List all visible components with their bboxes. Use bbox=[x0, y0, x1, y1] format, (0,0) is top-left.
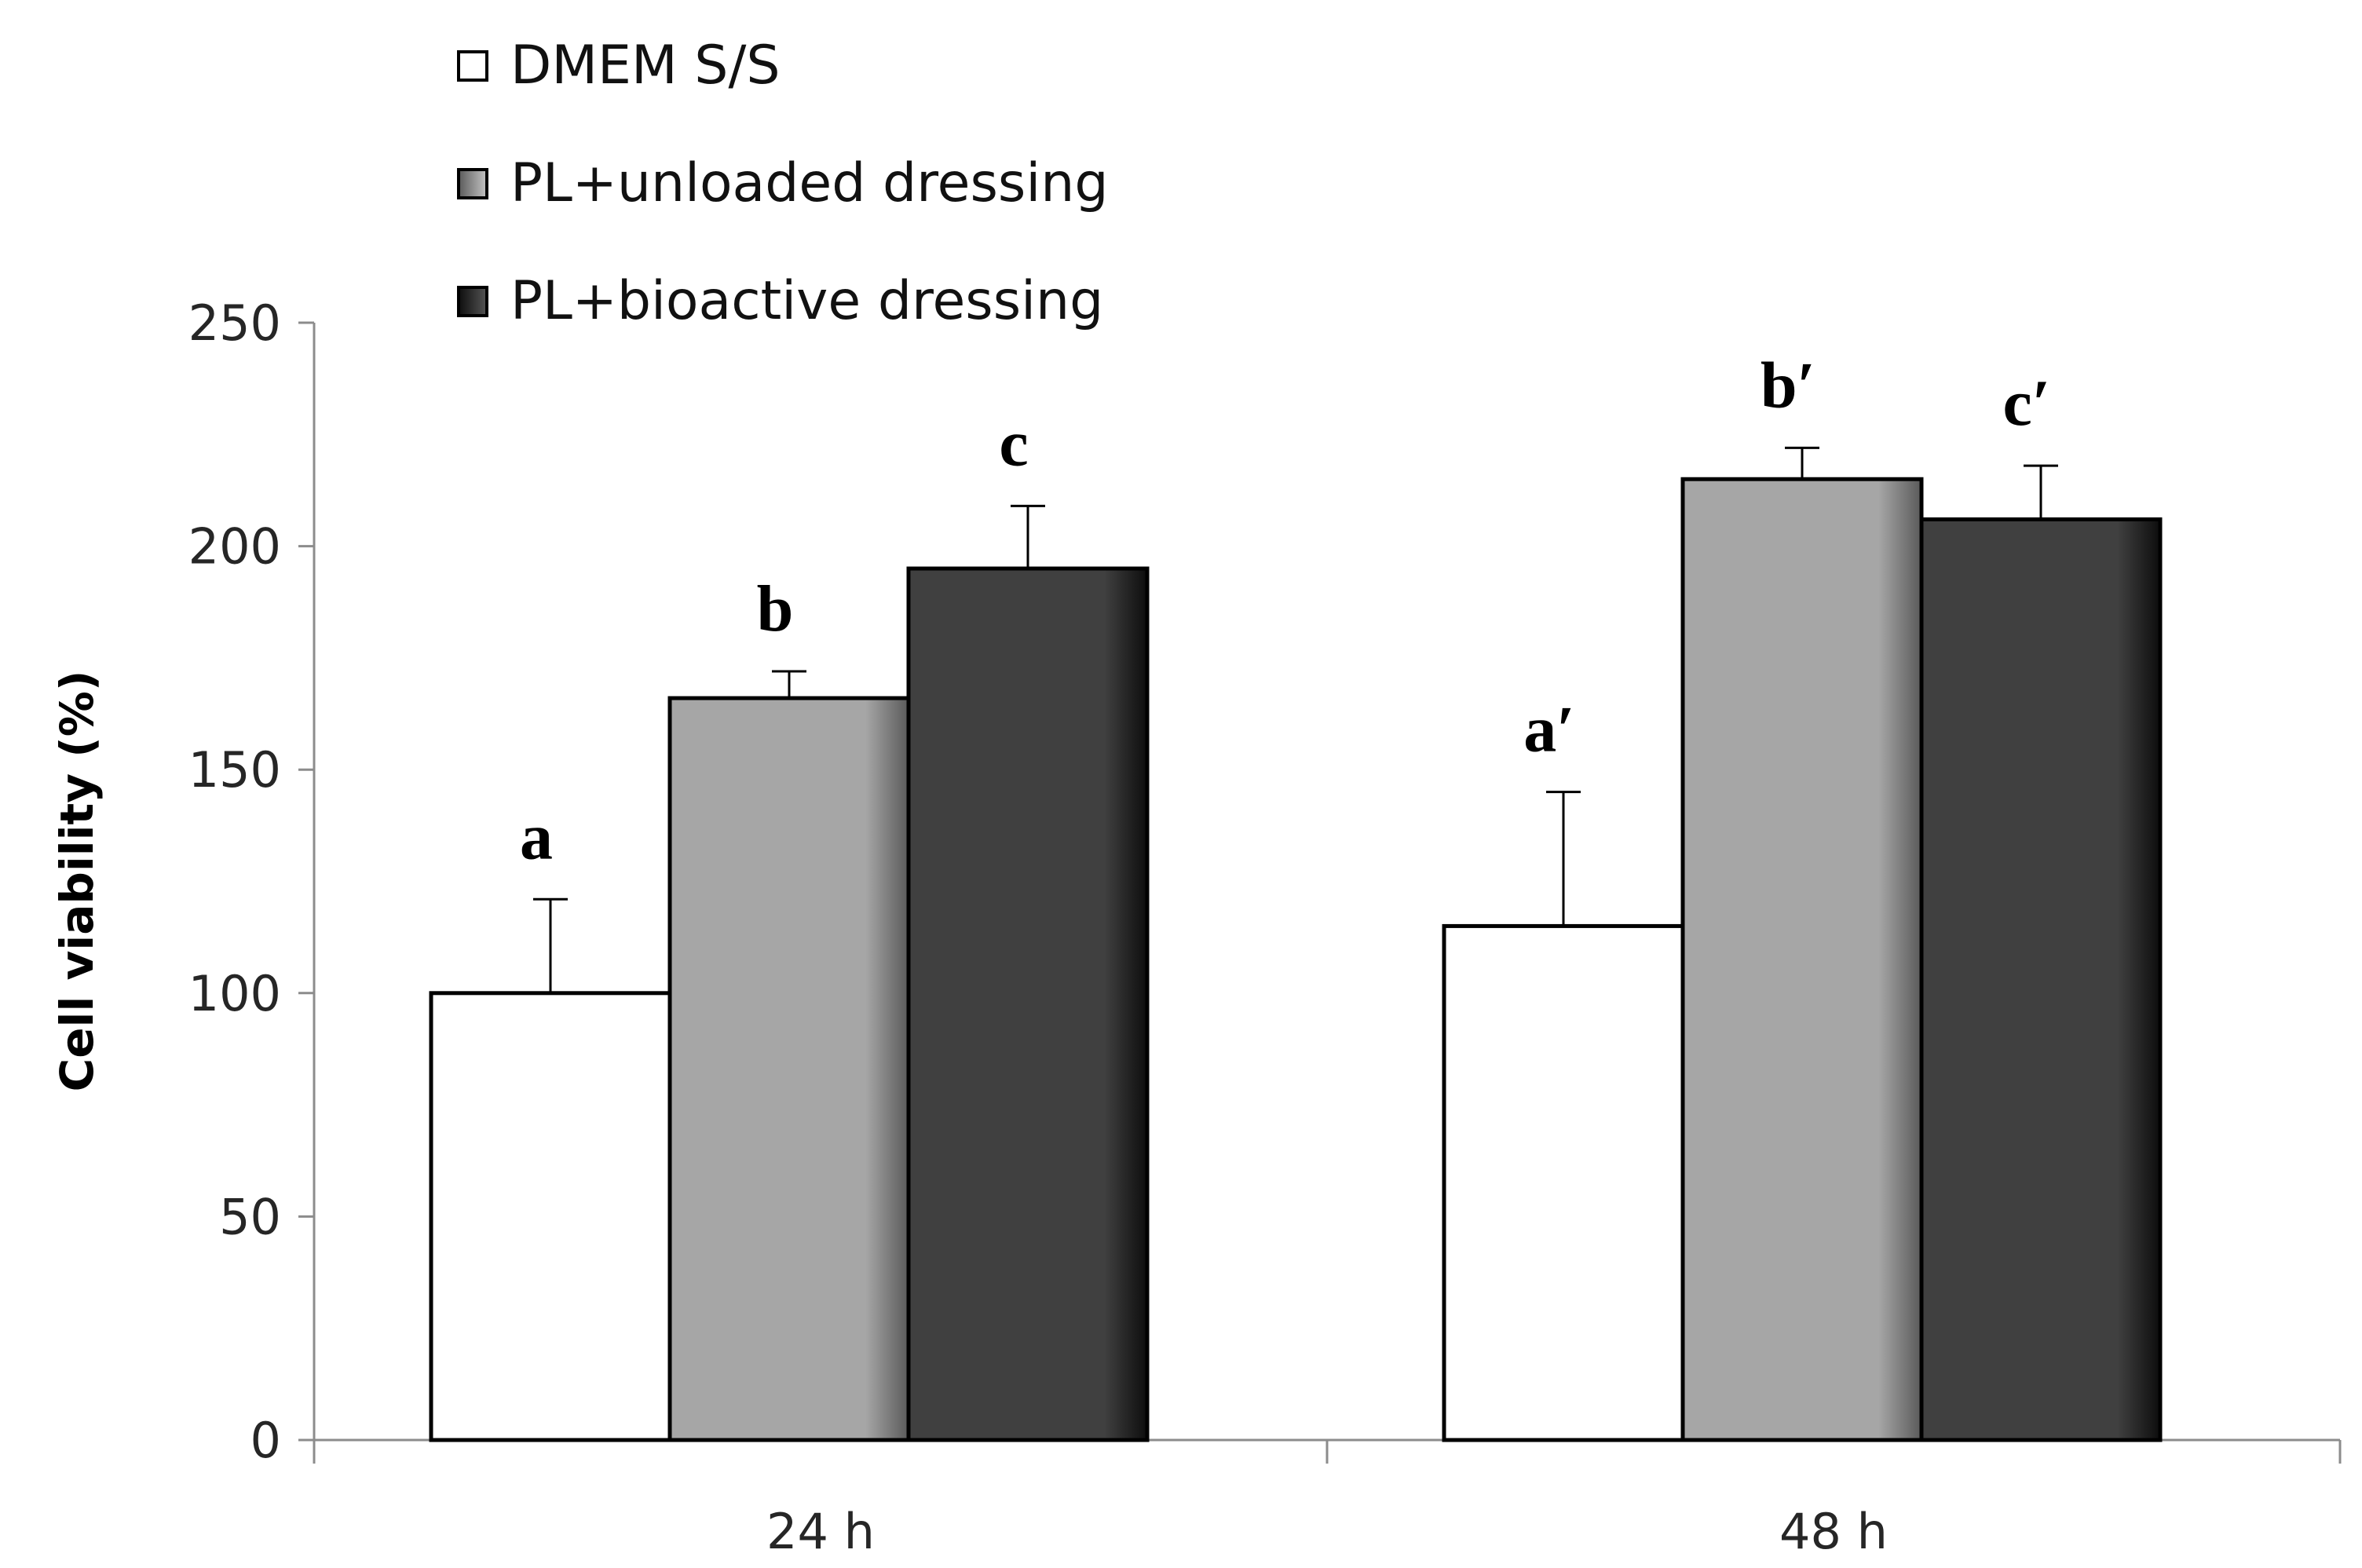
y-tick-label-50: 50 bbox=[219, 1188, 281, 1245]
bar-pl-unloaded-dressing-24h bbox=[667, 696, 911, 1442]
bars bbox=[429, 477, 2163, 1442]
error-bar-pl-unloaded-dressing-24h bbox=[772, 670, 806, 699]
error-bar-dmem-s-s-48h bbox=[1546, 791, 1581, 927]
axes: 0 50 100 150 200 250 24 h 48 h bbox=[188, 294, 2342, 1560]
legend: DMEM S/S PL+unloaded dressing PL+bioacti… bbox=[457, 35, 1108, 332]
bar-pl-bioactive-dressing-24h bbox=[906, 566, 1150, 1442]
legend-label-bioactive: PL+bioactive dressing bbox=[510, 270, 1103, 332]
legend-swatch-bioactive bbox=[457, 286, 488, 317]
legend-swatch-dmem bbox=[457, 50, 488, 82]
error-bar-pl-unloaded-dressing-48h bbox=[1785, 446, 1819, 480]
significance-labels: a b c a′ b′ c′ bbox=[520, 349, 2050, 873]
x-ticks: 24 h 48 h bbox=[313, 1440, 2342, 1560]
legend-swatch-unloaded bbox=[457, 168, 488, 199]
sig-label-pl-unloaded-dressing-48h: b′ bbox=[1761, 349, 1815, 422]
y-tick-label-100: 100 bbox=[188, 965, 281, 1022]
sig-label-dmem-s-s-24h: a bbox=[520, 800, 553, 873]
bar-dmem-s-s-24h bbox=[429, 991, 672, 1442]
x-tick-label-48-h: 48 h bbox=[1779, 1503, 1888, 1560]
error-bar-dmem-s-s-24h bbox=[533, 897, 568, 993]
bar-dmem-s-s-48h bbox=[1442, 923, 1685, 1442]
error-bar-pl-bioactive-dressing-24h bbox=[1011, 504, 1045, 569]
legend-label-unloaded: PL+unloaded dressing bbox=[510, 152, 1108, 214]
legend-item-bioactive: PL+bioactive dressing bbox=[457, 270, 1103, 332]
legend-label-dmem: DMEM S/S bbox=[510, 35, 781, 97]
y-tick-label-200: 200 bbox=[188, 518, 281, 576]
y-tick-label-250: 250 bbox=[188, 294, 281, 352]
x-tick-label-24-h: 24 h bbox=[766, 1503, 875, 1560]
legend-item-dmem: DMEM S/S bbox=[457, 35, 781, 97]
bar-pl-bioactive-dressing-48h bbox=[1919, 517, 2163, 1442]
y-tick-label-0: 0 bbox=[250, 1412, 281, 1469]
sig-label-dmem-s-s-48h: a′ bbox=[1523, 693, 1575, 766]
legend-item-unloaded: PL+unloaded dressing bbox=[457, 152, 1108, 214]
sig-label-pl-bioactive-dressing-48h: c′ bbox=[2003, 367, 2051, 440]
sig-label-pl-unloaded-dressing-24h: b bbox=[757, 572, 794, 645]
error-bars bbox=[533, 446, 2058, 993]
error-bar-pl-bioactive-dressing-48h bbox=[2024, 464, 2058, 520]
y-tick-label-150: 150 bbox=[188, 741, 281, 799]
bar-pl-unloaded-dressing-48h bbox=[1680, 477, 1924, 1442]
y-axis-label: Cell viability (%) bbox=[50, 671, 104, 1092]
sig-label-pl-bioactive-dressing-24h: c bbox=[999, 407, 1028, 480]
y-ticks: 0 50 100 150 200 250 bbox=[188, 294, 314, 1469]
